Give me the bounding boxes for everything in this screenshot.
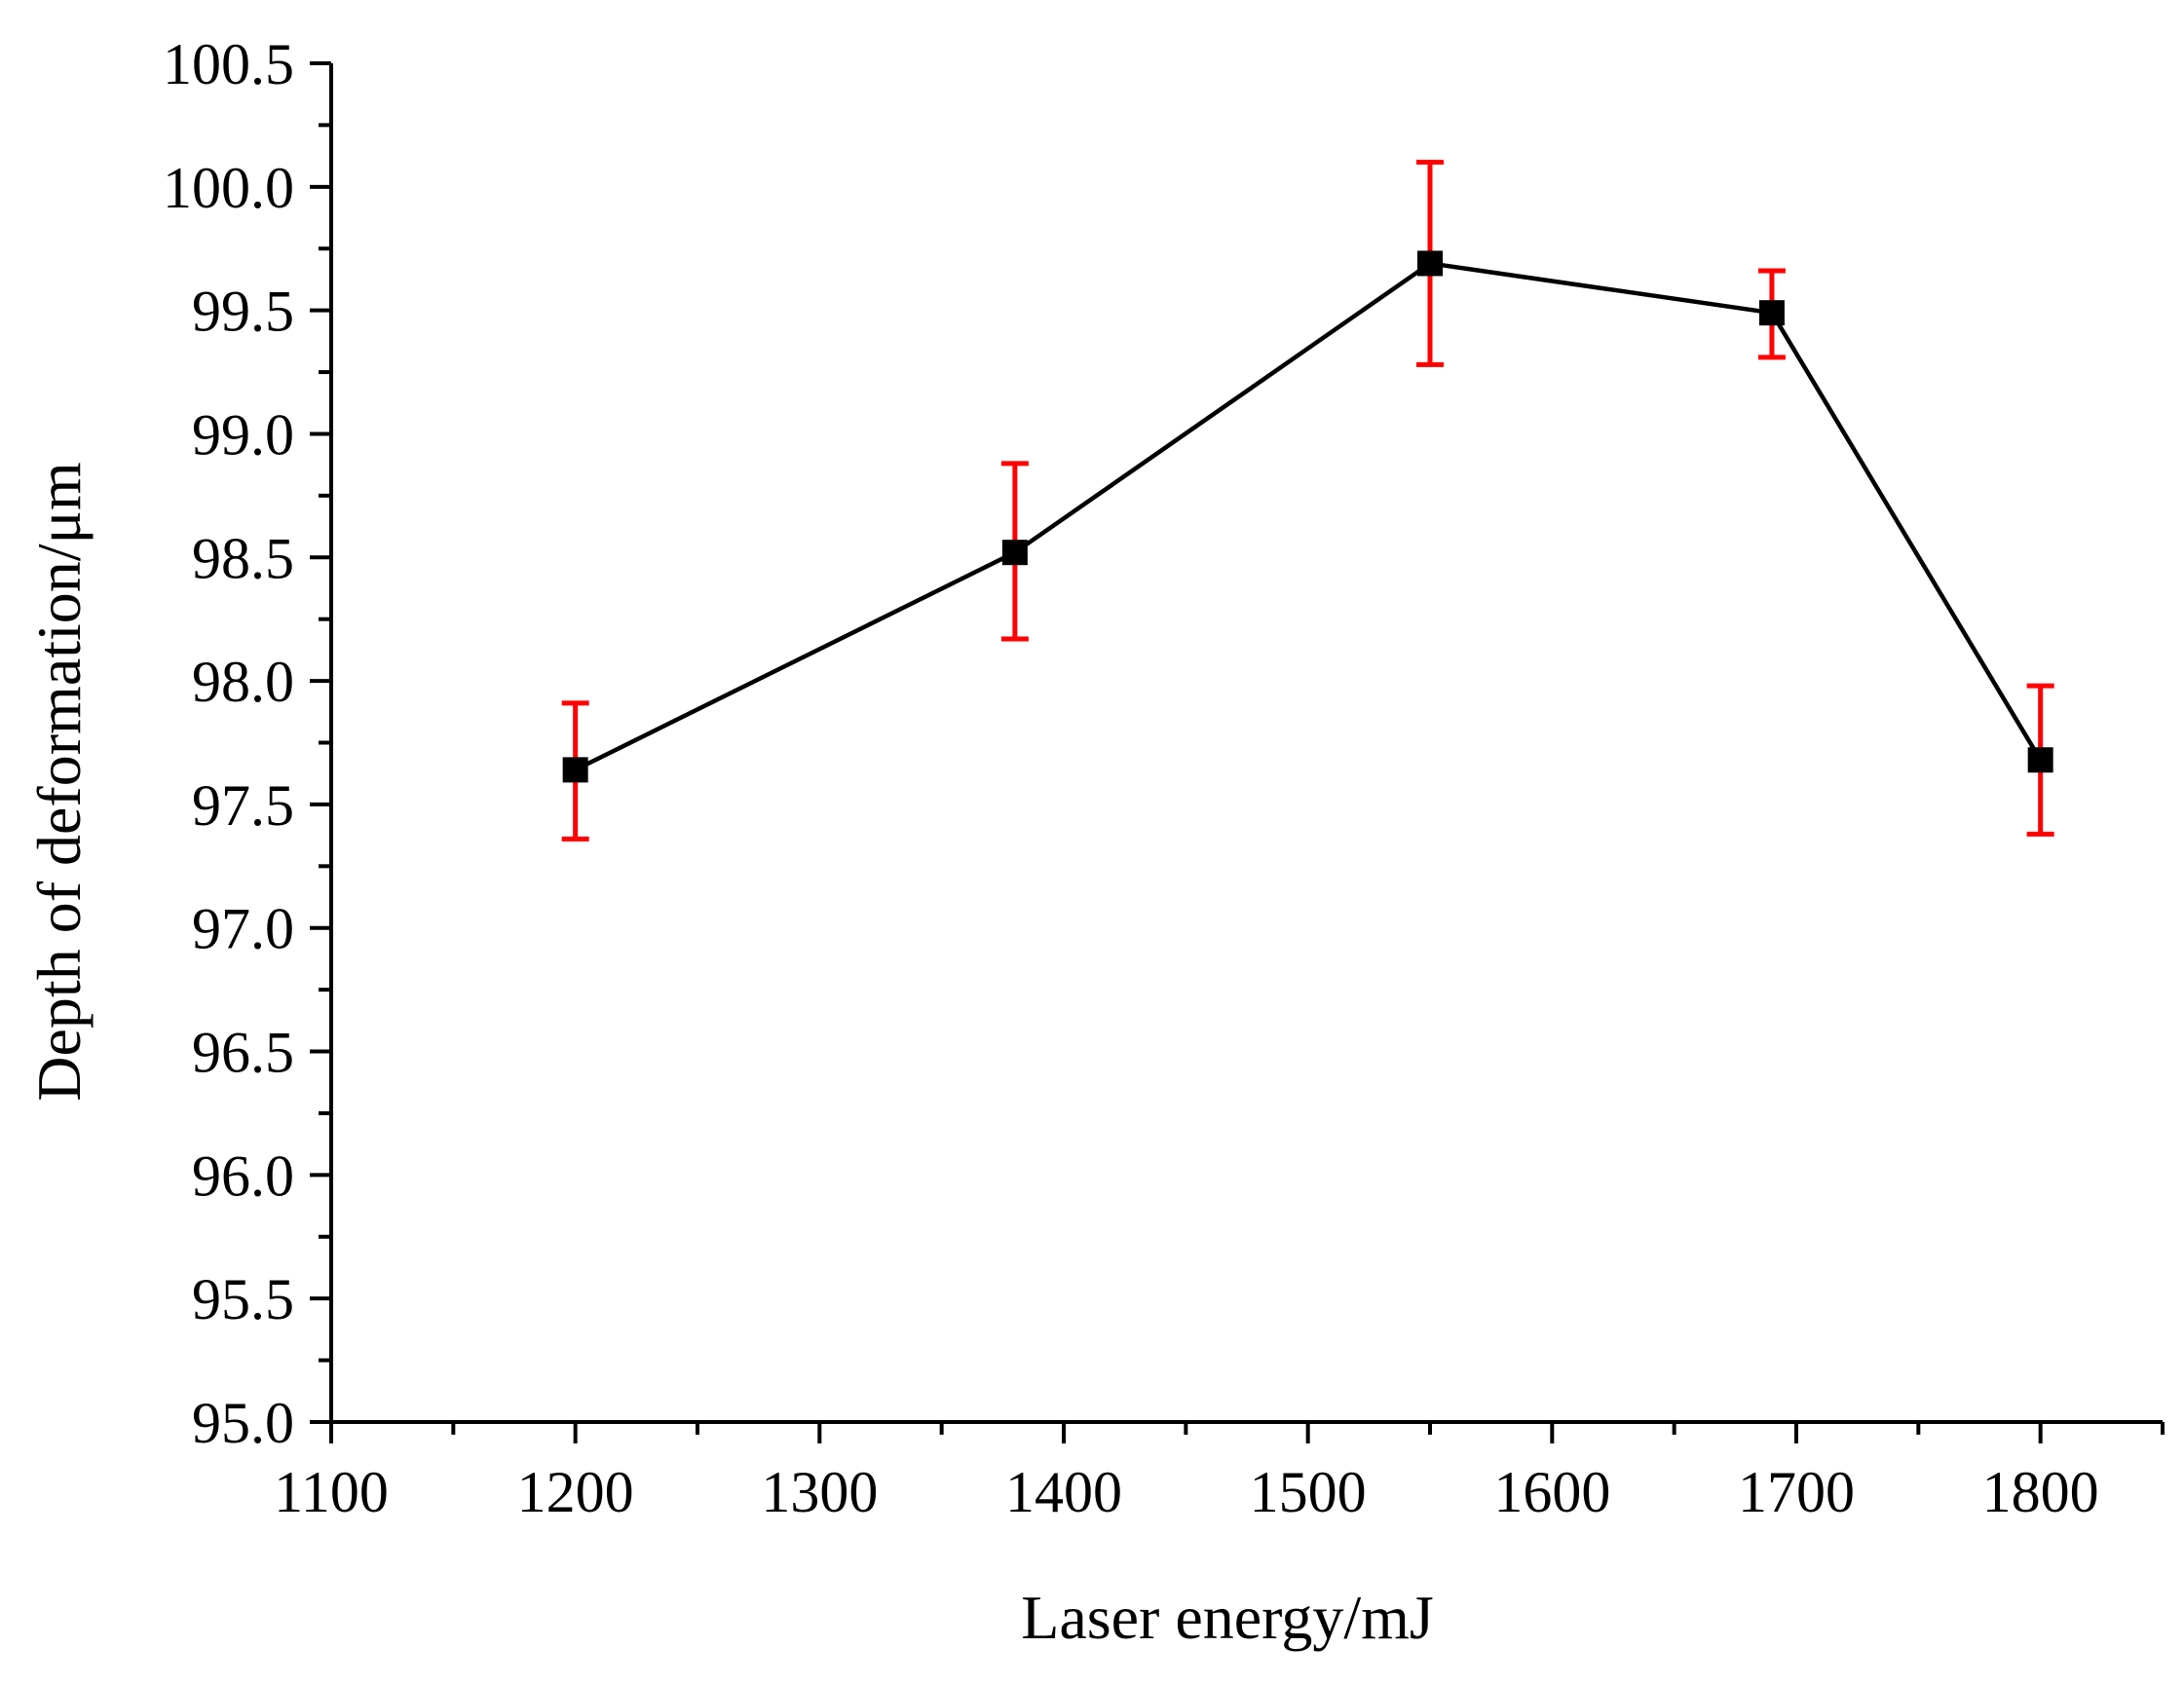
data-point-marker bbox=[1001, 540, 1028, 566]
x-axis-title: Laser energy/mJ bbox=[1021, 1583, 1434, 1652]
axes: 1100 1200 1300 1400 1500 1600 1700 1800 95.0 95.5… bbox=[163, 32, 2165, 1524]
y-tick-label: 95.0 bbox=[192, 1391, 294, 1455]
data-markers bbox=[562, 250, 2053, 783]
y-tick-label: 96.0 bbox=[192, 1143, 294, 1208]
data-point-marker bbox=[1758, 300, 1785, 326]
y-tick-label: 98.5 bbox=[192, 526, 294, 590]
x-tick-label: 1500 bbox=[1250, 1460, 1367, 1524]
x-tick-label: 1100 bbox=[274, 1460, 389, 1524]
series-line-path bbox=[574, 261, 2043, 772]
data-point-marker bbox=[1417, 250, 1443, 277]
x-tick-label: 1800 bbox=[1982, 1460, 2099, 1524]
y-tick-label: 97.0 bbox=[192, 897, 294, 961]
series-line bbox=[574, 261, 2043, 772]
x-tick-label: 1200 bbox=[517, 1460, 634, 1524]
y-tick-label: 96.5 bbox=[192, 1021, 294, 1085]
x-tick-label: 1600 bbox=[1493, 1460, 1610, 1524]
error-bars bbox=[561, 159, 2054, 842]
x-tick-label: 1300 bbox=[761, 1460, 878, 1524]
x-tick-label: 1400 bbox=[1005, 1460, 1122, 1524]
y-tick-label: 99.0 bbox=[192, 402, 294, 467]
data-point-marker bbox=[2027, 747, 2053, 773]
y-tick-label: 99.5 bbox=[192, 280, 294, 344]
y-tick-label: 95.5 bbox=[192, 1267, 294, 1331]
data-point-marker bbox=[562, 757, 588, 783]
x-tick-label: 1700 bbox=[1738, 1460, 1855, 1524]
y-axis-title: Depth of deformation/μm bbox=[24, 462, 94, 1101]
y-tick-label: 100.5 bbox=[163, 32, 294, 96]
y-tick-label: 97.5 bbox=[192, 773, 294, 838]
y-tick-label: 100.0 bbox=[163, 156, 294, 220]
y-tick-label: 98.0 bbox=[192, 650, 294, 714]
